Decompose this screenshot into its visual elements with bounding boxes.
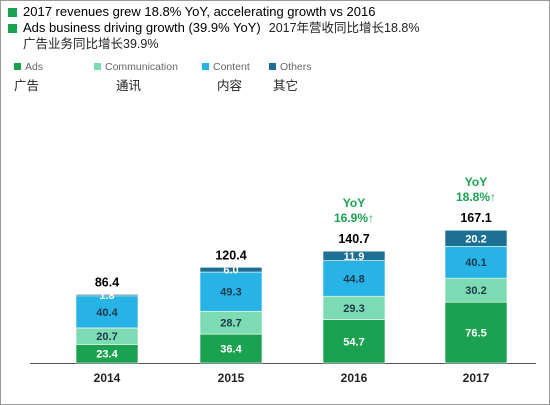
x-tick-label-2014: 2014 — [94, 371, 121, 385]
data-label-ads-2014: 23.4 — [96, 349, 118, 361]
legend-label-ads: Ads — [25, 60, 44, 73]
x-tick-label-2016: 2016 — [341, 371, 368, 385]
headline-text-1: 2017 revenues grew 18.8% YoY, accelerati… — [23, 4, 376, 19]
headline-bullet-1: 2017 revenues grew 18.8% YoY, accelerati… — [6, 4, 546, 20]
bar-segment-others-2017 — [444, 229, 508, 247]
total-label-2016: 140.7 — [338, 232, 369, 246]
data-label-content-2014: 40.4 — [96, 307, 118, 319]
x-tick-label-2015: 2015 — [218, 371, 245, 385]
legend-label-content: Content — [213, 60, 250, 73]
yoy-value-2017: 18.8%↑ — [456, 190, 496, 204]
bar-segment-content-2014 — [75, 295, 139, 329]
bar-segment-content-2015 — [199, 271, 263, 312]
data-label-ads-2015: 36.4 — [220, 344, 242, 356]
headline-text-2-cn: 2017年营收同比增长18.8% — [268, 21, 420, 35]
legend-swatch-ads — [14, 63, 21, 70]
bullet-square-icon — [8, 8, 17, 17]
legend-label-content-cn: 内容 — [217, 79, 243, 93]
legend-label-others-cn: 其它 — [273, 79, 299, 93]
data-label-communication-2017: 30.2 — [465, 285, 486, 297]
bar-segment-others-2014 — [75, 294, 139, 297]
legend-item-communication: Communication 通讯 — [94, 60, 178, 94]
data-label-others-2015: 6.0 — [223, 265, 238, 277]
legend-label-others: Others — [280, 60, 312, 73]
data-label-others-2017: 20.2 — [465, 233, 486, 245]
yoy-value-2016: 16.9%↑ — [334, 211, 374, 225]
bullet-square-icon — [8, 24, 17, 33]
legend-label-ads-cn: 广告 — [14, 79, 40, 93]
total-label-2014: 86.4 — [95, 275, 119, 289]
headline-bullet-2: Ads business driving growth (39.9% YoY) … — [6, 20, 546, 36]
data-label-others-2016: 11.9 — [344, 251, 365, 263]
data-label-communication-2015: 28.7 — [220, 318, 241, 330]
data-label-others-2014: 1.8 — [99, 290, 114, 302]
legend-label-communication-cn: 通讯 — [116, 79, 142, 93]
headline-text-2-cn-sub: 广告业务同比增长39.9% — [23, 37, 159, 51]
legend-label-communication: Communication — [105, 60, 178, 73]
total-label-2017: 167.1 — [460, 211, 491, 225]
legend-item-content: Content 内容 — [202, 60, 250, 94]
legend-swatch-others — [269, 63, 276, 70]
data-label-content-2015: 49.3 — [220, 287, 241, 299]
x-tick-label-2017: 2017 — [463, 371, 490, 385]
bar-segment-ads-2016 — [322, 319, 386, 364]
yoy-label-2016: YoY — [343, 196, 365, 210]
chart-legend: Ads 广告 Communication 通讯 Content 内容 Other… — [14, 60, 324, 94]
data-label-content-2016: 44.8 — [343, 273, 364, 285]
data-label-ads-2017: 76.5 — [465, 328, 486, 340]
bar-segment-content-2016 — [322, 260, 386, 297]
bar-segment-content-2017 — [444, 245, 508, 279]
legend-item-others: Others 其它 — [269, 60, 312, 94]
bar-segment-others-2016 — [322, 250, 386, 261]
bar-segment-ads-2017 — [444, 301, 508, 364]
yoy-label-2017: YoY — [465, 175, 487, 189]
legend-item-ads: Ads 广告 — [14, 60, 43, 94]
headline-text-2: Ads business driving growth (39.9% YoY) — [23, 20, 261, 35]
bar-segment-others-2015 — [199, 266, 263, 273]
total-label-2015: 120.4 — [215, 248, 246, 262]
data-label-ads-2016: 54.7 — [343, 336, 364, 348]
data-label-communication-2014: 20.7 — [96, 331, 117, 343]
legend-swatch-content — [202, 63, 209, 70]
bar-segment-ads-2015 — [199, 333, 263, 364]
data-label-communication-2016: 29.3 — [343, 303, 364, 315]
legend-swatch-communication — [94, 63, 101, 70]
headline-block: 2017 revenues grew 18.8% YoY, accelerati… — [6, 4, 546, 52]
data-label-content-2017: 40.1 — [465, 257, 486, 269]
